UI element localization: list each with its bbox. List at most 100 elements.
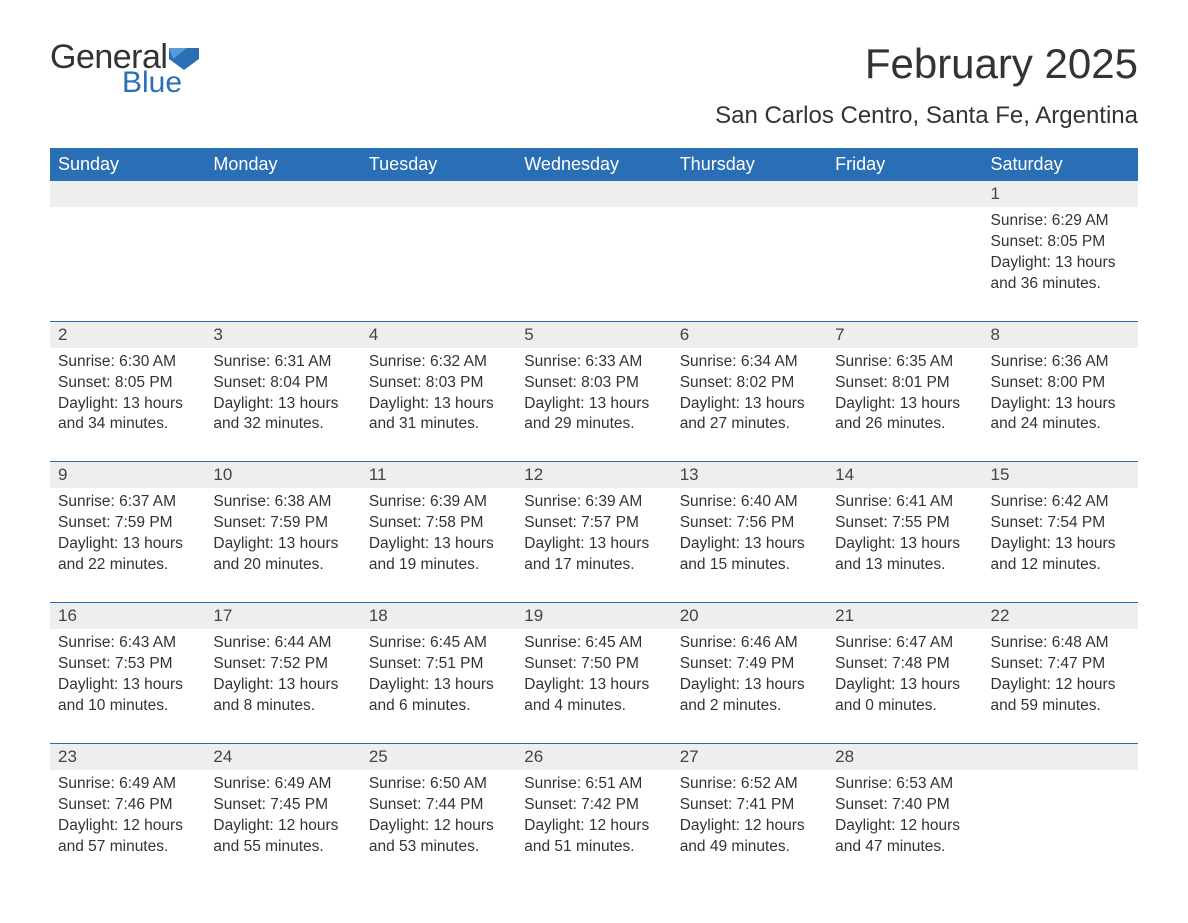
daylight-text: Daylight: 13 hours and 2 minutes. <box>680 675 819 717</box>
day-number: 2 <box>50 321 205 348</box>
day-number: 5 <box>516 321 671 348</box>
sunrise-text: Sunrise: 6:35 AM <box>835 352 974 373</box>
day-number <box>672 181 827 207</box>
calendar-table: Sunday Monday Tuesday Wednesday Thursday… <box>50 148 1138 883</box>
page-title: February 2025 <box>865 40 1138 88</box>
sunset-text: Sunset: 7:50 PM <box>524 654 663 675</box>
sunrise-text: Sunrise: 6:41 AM <box>835 492 974 513</box>
day-cell: Sunrise: 6:29 AMSunset: 8:05 PMDaylight:… <box>983 207 1138 321</box>
sunrise-text: Sunrise: 6:40 AM <box>680 492 819 513</box>
day-number: 11 <box>361 462 516 489</box>
week-daynum-row: 9101112131415 <box>50 462 1138 489</box>
week-daynum-row: 232425262728 <box>50 743 1138 770</box>
sunset-text: Sunset: 8:02 PM <box>680 373 819 394</box>
day-cell <box>50 207 205 321</box>
day-cell: Sunrise: 6:36 AMSunset: 8:00 PMDaylight:… <box>983 348 1138 462</box>
daylight-text: Daylight: 13 hours and 10 minutes. <box>58 675 197 717</box>
sunset-text: Sunset: 7:57 PM <box>524 513 663 534</box>
sunrise-text: Sunrise: 6:39 AM <box>524 492 663 513</box>
day-number: 16 <box>50 603 205 630</box>
daylight-text: Daylight: 12 hours and 57 minutes. <box>58 816 197 858</box>
daylight-text: Daylight: 12 hours and 59 minutes. <box>991 675 1130 717</box>
day-cell: Sunrise: 6:43 AMSunset: 7:53 PMDaylight:… <box>50 629 205 743</box>
sunset-text: Sunset: 7:49 PM <box>680 654 819 675</box>
location-subtitle: San Carlos Centro, Santa Fe, Argentina <box>50 102 1138 130</box>
sunset-text: Sunset: 7:42 PM <box>524 795 663 816</box>
week-content-row: Sunrise: 6:29 AMSunset: 8:05 PMDaylight:… <box>50 207 1138 321</box>
sunrise-text: Sunrise: 6:32 AM <box>369 352 508 373</box>
day-number: 17 <box>205 603 360 630</box>
day-number: 28 <box>827 743 982 770</box>
day-number: 15 <box>983 462 1138 489</box>
sunset-text: Sunset: 8:00 PM <box>991 373 1130 394</box>
logo: General Blue <box>50 40 199 98</box>
daylight-text: Daylight: 13 hours and 4 minutes. <box>524 675 663 717</box>
day-number: 3 <box>205 321 360 348</box>
sunrise-text: Sunrise: 6:51 AM <box>524 774 663 795</box>
day-number <box>50 181 205 207</box>
sunset-text: Sunset: 8:03 PM <box>369 373 508 394</box>
day-cell: Sunrise: 6:32 AMSunset: 8:03 PMDaylight:… <box>361 348 516 462</box>
daylight-text: Daylight: 13 hours and 19 minutes. <box>369 534 508 576</box>
day-number: 12 <box>516 462 671 489</box>
day-number: 4 <box>361 321 516 348</box>
day-header: Monday <box>205 148 360 181</box>
day-number: 13 <box>672 462 827 489</box>
header: General Blue February 2025 <box>50 40 1138 98</box>
daylight-text: Daylight: 13 hours and 27 minutes. <box>680 394 819 436</box>
day-cell: Sunrise: 6:37 AMSunset: 7:59 PMDaylight:… <box>50 488 205 602</box>
sunrise-text: Sunrise: 6:45 AM <box>524 633 663 654</box>
week-daynum-row: 1 <box>50 181 1138 207</box>
day-cell: Sunrise: 6:48 AMSunset: 7:47 PMDaylight:… <box>983 629 1138 743</box>
day-cell: Sunrise: 6:41 AMSunset: 7:55 PMDaylight:… <box>827 488 982 602</box>
day-header: Sunday <box>50 148 205 181</box>
day-cell: Sunrise: 6:45 AMSunset: 7:50 PMDaylight:… <box>516 629 671 743</box>
day-number: 23 <box>50 743 205 770</box>
day-cell: Sunrise: 6:40 AMSunset: 7:56 PMDaylight:… <box>672 488 827 602</box>
daylight-text: Daylight: 12 hours and 51 minutes. <box>524 816 663 858</box>
day-number: 10 <box>205 462 360 489</box>
sunset-text: Sunset: 7:59 PM <box>213 513 352 534</box>
sunrise-text: Sunrise: 6:29 AM <box>991 211 1130 232</box>
daylight-text: Daylight: 12 hours and 47 minutes. <box>835 816 974 858</box>
daylight-text: Daylight: 13 hours and 29 minutes. <box>524 394 663 436</box>
daylight-text: Daylight: 13 hours and 6 minutes. <box>369 675 508 717</box>
day-number: 1 <box>983 181 1138 207</box>
sunset-text: Sunset: 7:55 PM <box>835 513 974 534</box>
day-number: 7 <box>827 321 982 348</box>
daylight-text: Daylight: 12 hours and 55 minutes. <box>213 816 352 858</box>
sunset-text: Sunset: 8:04 PM <box>213 373 352 394</box>
sunset-text: Sunset: 8:05 PM <box>58 373 197 394</box>
day-header: Friday <box>827 148 982 181</box>
day-cell: Sunrise: 6:34 AMSunset: 8:02 PMDaylight:… <box>672 348 827 462</box>
week-content-row: Sunrise: 6:49 AMSunset: 7:46 PMDaylight:… <box>50 770 1138 884</box>
sunrise-text: Sunrise: 6:53 AM <box>835 774 974 795</box>
logo-word-blue: Blue <box>122 68 199 98</box>
sunset-text: Sunset: 7:46 PM <box>58 795 197 816</box>
week-content-row: Sunrise: 6:30 AMSunset: 8:05 PM Daylight:… <box>50 348 1138 462</box>
day-cell: Sunrise: 6:35 AMSunset: 8:01 PMDaylight:… <box>827 348 982 462</box>
day-cell: Sunrise: 6:51 AMSunset: 7:42 PMDaylight:… <box>516 770 671 884</box>
daylight-text: Daylight: 13 hours and 26 minutes. <box>835 394 974 436</box>
day-cell: Sunrise: 6:42 AMSunset: 7:54 PMDaylight:… <box>983 488 1138 602</box>
day-number: 24 <box>205 743 360 770</box>
week-content-row: Sunrise: 6:37 AMSunset: 7:59 PMDaylight:… <box>50 488 1138 602</box>
day-number: 22 <box>983 603 1138 630</box>
sunset-text: Sunset: 7:44 PM <box>369 795 508 816</box>
sunset-text: Sunset: 7:48 PM <box>835 654 974 675</box>
daylight-text: Daylight: 13 hours and 24 minutes. <box>991 394 1130 436</box>
daylight-text: Daylight: 13 hours and 15 minutes. <box>680 534 819 576</box>
day-cell <box>672 207 827 321</box>
daylight-text: Daylight: 13 hours and 0 minutes. <box>835 675 974 717</box>
day-number: 18 <box>361 603 516 630</box>
sunset-text: Sunset: 7:59 PM <box>58 513 197 534</box>
week-daynum-row: 2345678 <box>50 321 1138 348</box>
day-cell: Sunrise: 6:47 AMSunset: 7:48 PMDaylight:… <box>827 629 982 743</box>
day-cell: Sunrise: 6:49 AMSunset: 7:45 PMDaylight:… <box>205 770 360 884</box>
sunset-text: Sunset: 7:40 PM <box>835 795 974 816</box>
sunset-text: Sunset: 7:52 PM <box>213 654 352 675</box>
sunset-text: Sunset: 7:56 PM <box>680 513 819 534</box>
sunrise-text: Sunrise: 6:31 AM <box>213 352 352 373</box>
sunrise-text: Sunrise: 6:36 AM <box>991 352 1130 373</box>
sunrise-text: Sunrise: 6:30 AM <box>58 352 197 373</box>
